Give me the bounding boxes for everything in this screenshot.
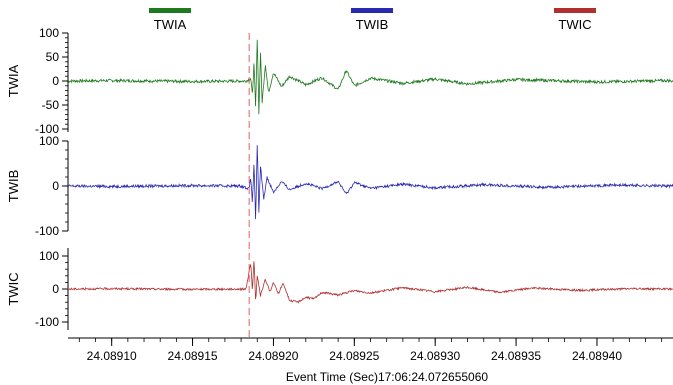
x-tick-label: 24.08935 xyxy=(491,349,541,363)
x-tick-label: 24.08940 xyxy=(572,349,622,363)
legend-swatch-twia xyxy=(149,8,191,13)
y-tick-label-twib: 100 xyxy=(39,134,59,148)
x-tick-label: 24.08925 xyxy=(329,349,379,363)
x-axis-label: Event Time (Sec)17:06:24.072655060 xyxy=(286,370,488,384)
y-tick-label-twib: 0 xyxy=(52,179,59,193)
trace-twia xyxy=(67,39,673,115)
x-tick-label: 24.08930 xyxy=(410,349,460,363)
y-tick-label-twia: 50 xyxy=(46,50,60,64)
x-tick-label: 24.08920 xyxy=(248,349,298,363)
legend-label-twib: TWIB xyxy=(356,17,389,32)
y-tick-label-twia: -100 xyxy=(35,122,59,136)
legend-swatch-twib xyxy=(351,8,393,13)
y-tick-label-twia: 0 xyxy=(52,74,59,88)
legend-label-twia: TWIA xyxy=(154,17,187,32)
panel-label-twia: TWIA xyxy=(6,64,21,97)
y-tick-label-twia: -50 xyxy=(42,98,60,112)
x-tick-label: 24.08910 xyxy=(87,349,137,363)
legend-label-twic: TWIC xyxy=(558,17,591,32)
panel-label-twic: TWIC xyxy=(6,272,21,305)
trace-twic xyxy=(67,261,673,304)
legend-swatch-twic xyxy=(554,8,596,13)
y-tick-label-twic: 0 xyxy=(52,282,59,296)
y-tick-label-twib: -100 xyxy=(35,224,59,238)
x-tick-label: 24.08915 xyxy=(168,349,218,363)
panel-label-twib: TWIB xyxy=(6,170,21,203)
trace-twib xyxy=(67,145,673,220)
y-tick-label-twic: 100 xyxy=(39,249,59,263)
y-tick-label-twic: -100 xyxy=(35,315,59,329)
y-tick-label-twia: 100 xyxy=(39,26,59,40)
